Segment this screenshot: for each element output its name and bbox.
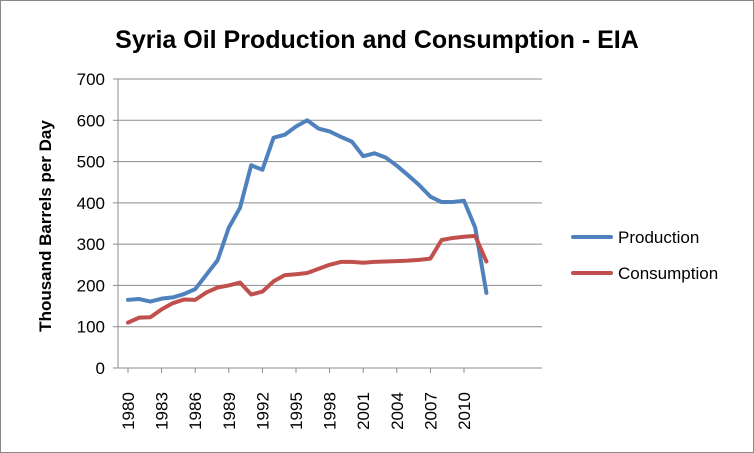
x-tick-label: 2007 [421, 392, 440, 430]
y-tick-labels: 0 100 200 300 400 500 600 700 [77, 70, 105, 378]
y-tick-label: 600 [77, 111, 105, 130]
gridlines [118, 78, 542, 369]
y-tick-label: 0 [96, 359, 105, 378]
x-tick-label: 1992 [253, 392, 272, 430]
data-series [126, 118, 489, 325]
x-tick-label: 2001 [354, 392, 373, 430]
legend: Production Consumption [571, 228, 718, 283]
x-tick-label: 1995 [287, 392, 306, 430]
y-tick-label: 500 [77, 153, 105, 172]
legend-label-production: Production [618, 228, 699, 247]
chart-title: Syria Oil Production and Consumption - E… [115, 26, 639, 54]
axes [113, 78, 542, 373]
series-line-consumption [126, 233, 489, 325]
x-tick-label: 1998 [321, 392, 340, 430]
x-tick-label: 1983 [153, 392, 172, 430]
series-line-production [126, 118, 489, 304]
y-tick-label: 100 [77, 318, 105, 337]
y-axis-title: Thousand Barrels per Day [36, 120, 55, 332]
x-tick-label: 1980 [119, 392, 138, 430]
x-tick-label: 1989 [220, 392, 239, 430]
y-tick-label: 400 [77, 194, 105, 213]
legend-label-consumption: Consumption [618, 264, 718, 283]
x-tick-label: 1986 [186, 392, 205, 430]
y-tick-label: 300 [77, 235, 105, 254]
y-tick-label: 700 [77, 70, 105, 89]
x-tick-label: 2004 [388, 392, 407, 430]
x-tick-label: 2010 [455, 392, 474, 430]
y-tick-label: 200 [77, 276, 105, 295]
x-tick-labels: 1980 1983 1986 1989 1992 1995 1998 2001 2004 2007… [119, 392, 474, 430]
